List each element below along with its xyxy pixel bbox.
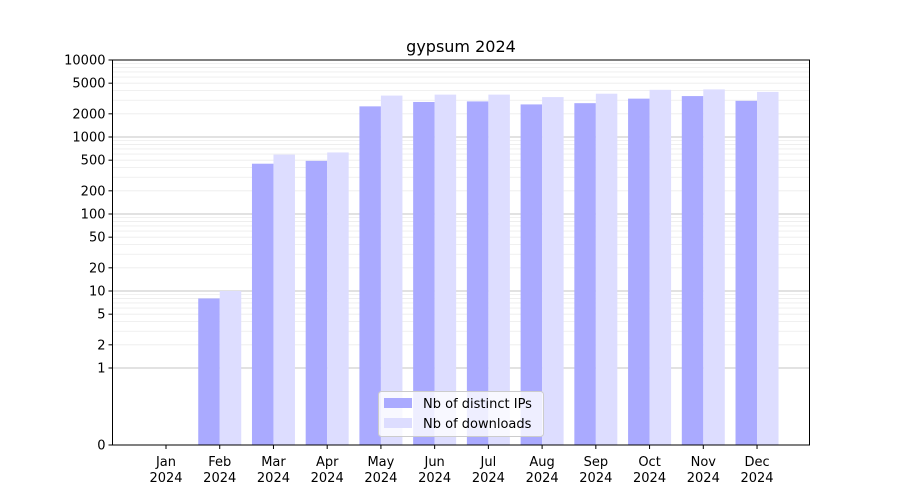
legend: Nb of distinct IPs Nb of downloads [378, 391, 544, 437]
y-tick-label: 5 [97, 308, 105, 323]
x-tick-label: Mar [261, 455, 286, 470]
y-tick-label: 20 [89, 261, 106, 276]
plot-area-frame [112, 59, 810, 446]
chart-title: gypsum 2024 [406, 37, 516, 56]
bar-downloads [488, 94, 510, 445]
bar-downloads [273, 154, 295, 445]
y-tick-label: 0 [97, 439, 105, 454]
bar-distinct-ips [359, 106, 381, 446]
y-tick-label: 2 [97, 338, 105, 353]
bar-downloads [595, 93, 618, 445]
x-tick-label: Aug [529, 455, 554, 470]
x-tick-label: 2024 [257, 471, 290, 486]
legend-label: Nb of distinct IPs [423, 397, 532, 412]
bar-distinct-ips [305, 160, 328, 445]
x-tick-label: 2024 [311, 471, 344, 486]
bar-distinct-ips [251, 163, 274, 445]
x-tick-label: May [367, 455, 394, 470]
x-tick-label: 2024 [633, 471, 666, 486]
y-axis: 0 1 2 5 10 20 50 100 200 500 1000 2000 5000 10000 [64, 54, 113, 454]
x-tick-label: 2024 [740, 471, 773, 486]
bar-downloads [703, 89, 725, 446]
legend-label: Nb of downloads [423, 417, 532, 432]
x-tick-label: Jun [423, 455, 444, 470]
x-tick-label: Jan [155, 455, 176, 470]
x-tick-label: 2024 [472, 471, 505, 486]
bar-downloads [757, 91, 779, 445]
bar-distinct-ips [574, 103, 596, 445]
x-tick-label: 2024 [364, 471, 397, 486]
legend-swatch [384, 398, 412, 408]
x-tick-label: 2024 [687, 471, 720, 486]
y-tick-label: 1 [97, 362, 105, 377]
bar-downloads [649, 89, 672, 445]
x-tick-label: 2024 [149, 471, 182, 486]
x-axis: Jan2024Feb2024Mar2024Apr2024May2024Jun20… [149, 445, 774, 486]
bar-distinct-ips [628, 98, 650, 445]
x-tick-label: 2024 [203, 471, 236, 486]
bars [198, 89, 779, 446]
y-tick-label: 100 [81, 208, 106, 223]
x-tick-label: Feb [208, 455, 231, 470]
bar-distinct-ips [413, 101, 435, 446]
x-tick-label: Oct [638, 455, 660, 470]
x-tick-label: Dec [744, 455, 769, 470]
x-tick-label: 2024 [418, 471, 451, 486]
bar-distinct-ips [681, 96, 704, 446]
bar-downloads [434, 94, 457, 445]
x-tick-label: 2024 [526, 471, 559, 486]
y-tick-label: 10 [89, 285, 106, 300]
bar-downloads [542, 97, 564, 445]
x-tick-label: Apr [316, 455, 339, 470]
y-tick-label: 1000 [72, 131, 105, 146]
bar-distinct-ips [735, 100, 758, 446]
x-tick-label: 2024 [579, 471, 612, 486]
y-tick-label: 5000 [72, 77, 105, 92]
bar-distinct-ips [466, 101, 489, 445]
bar-distinct-ips [198, 298, 220, 445]
y-tick-label: 500 [81, 154, 106, 169]
x-tick-label: Jul [480, 455, 497, 470]
legend-swatch [384, 418, 412, 428]
x-tick-label: Sep [584, 455, 609, 470]
legend-box [378, 391, 544, 437]
bar-downloads [219, 291, 242, 445]
bar-downloads [380, 95, 403, 446]
y-tick-label: 200 [81, 184, 106, 199]
y-tick-label: 2000 [72, 107, 105, 122]
y-tick-label: 10000 [64, 54, 105, 69]
bar-distinct-ips [520, 104, 543, 445]
y-tick-label: 50 [89, 231, 106, 246]
bar-downloads [327, 152, 349, 445]
x-tick-label: Nov [691, 455, 717, 470]
